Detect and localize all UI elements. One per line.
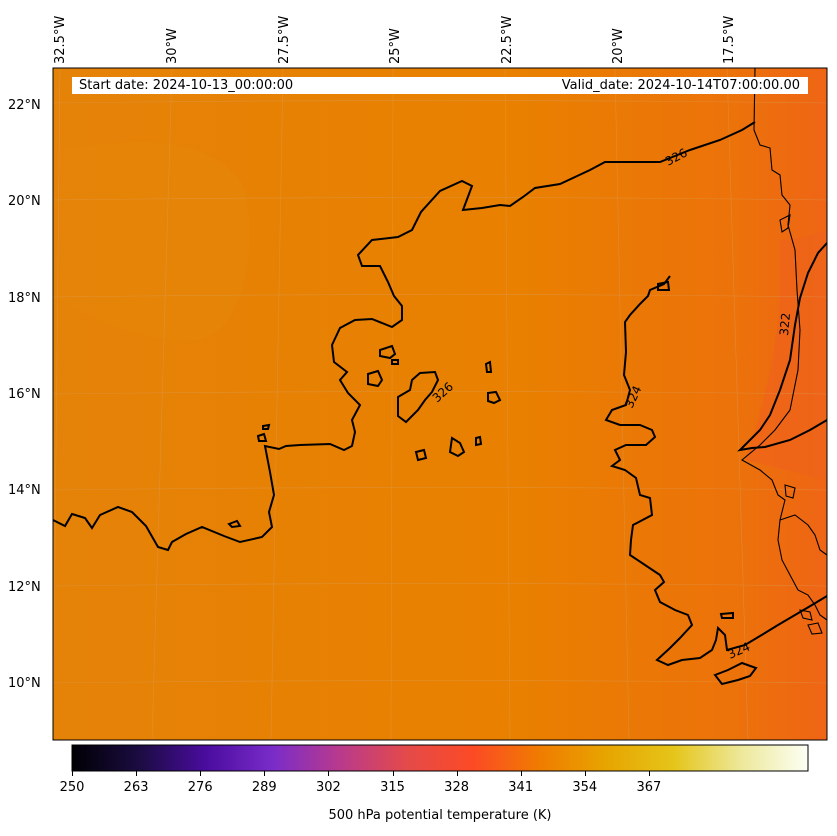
colorbar-tick	[456, 771, 458, 776]
colorbar-tick	[72, 771, 73, 776]
colorbar-tick	[520, 771, 522, 776]
colorbar-tick	[264, 771, 266, 776]
contour-island-2	[367, 369, 384, 388]
contour-island-3	[379, 344, 397, 360]
colorbar-tick	[200, 771, 202, 776]
colorbar-tick-label: 328	[444, 780, 470, 795]
colorbar-tick	[392, 771, 394, 776]
contour-island-4	[448, 436, 466, 458]
contour-island-12	[657, 280, 671, 291]
date-header: Start date: 2024-10-13_00:00:00 Valid_da…	[72, 77, 808, 94]
colorbar-tick-label: 315	[380, 780, 405, 795]
colorbar-tick-label: 289	[251, 780, 277, 795]
colorbar-fill	[71, 744, 809, 772]
colorbar-tick	[584, 771, 586, 776]
start-date: Start date: 2024-10-13_00:00:00	[79, 78, 294, 93]
cool-patch	[60, 141, 250, 341]
contour-island-13	[719, 611, 734, 619]
contour-island-9	[256, 432, 268, 442]
lat-label: 16°N	[8, 387, 41, 402]
contour-326-island	[397, 370, 440, 424]
contours	[52, 121, 828, 686]
contour-island-7	[487, 390, 502, 405]
contour-322	[737, 242, 828, 452]
contour-island-11	[227, 519, 242, 529]
contour-island-5	[414, 448, 428, 462]
graticule	[52, 67, 828, 741]
contour-island-6	[475, 435, 483, 447]
colorbar-tick	[136, 771, 138, 776]
colorbar-tick-label: 263	[123, 780, 149, 795]
colorbar-tick-label: 250	[59, 780, 85, 795]
colorbar-tick	[648, 771, 650, 776]
map-frame	[52, 67, 828, 741]
contour-324-main	[604, 275, 828, 667]
lat-label: 14°N	[8, 483, 41, 498]
colorbar-tick-label: 354	[572, 780, 598, 795]
colorbar-tick	[328, 771, 330, 776]
lat-label: 20°N	[8, 194, 41, 209]
contour-326-main	[52, 121, 756, 552]
contour-label-322: 322	[777, 312, 793, 336]
contour-324-small	[713, 661, 758, 686]
coastline	[741, 67, 828, 635]
contour-island-14	[391, 359, 399, 365]
colorbar-tick-label: 302	[315, 780, 341, 795]
lat-label: 10°N	[8, 676, 41, 691]
contour-island-8	[484, 360, 493, 373]
colorbar-tick-label: 367	[636, 780, 662, 795]
lat-label: 22°N	[8, 98, 41, 113]
lat-label: 18°N	[8, 291, 41, 306]
contour-island-10	[262, 423, 271, 430]
colorbar-title: 500 hPa potential temperature (K)	[328, 808, 552, 823]
colorbar-tick-label: 341	[508, 780, 534, 795]
valid-date: Valid_date: 2024-10-14T07:00:00.00	[561, 78, 800, 93]
warm-east-zone	[745, 230, 827, 480]
colorbar-tick-label: 276	[187, 780, 213, 795]
lat-label: 12°N	[8, 580, 41, 595]
